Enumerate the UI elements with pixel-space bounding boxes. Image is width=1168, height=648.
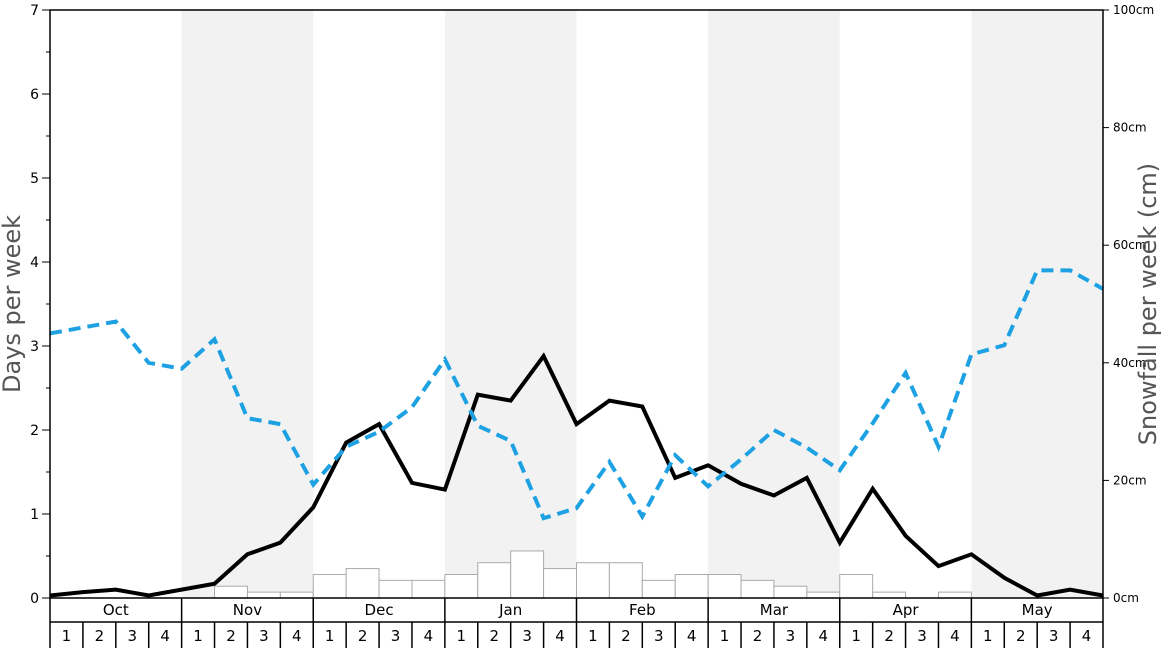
month-label: Feb bbox=[629, 601, 656, 619]
week-label: 3 bbox=[259, 627, 269, 645]
month-shade-nov bbox=[181, 10, 314, 598]
week-label: 1 bbox=[193, 627, 203, 645]
week-label: 1 bbox=[325, 627, 335, 645]
right-tick-label: 20cm bbox=[1113, 473, 1147, 487]
month-shading bbox=[181, 10, 1103, 598]
week-label: 3 bbox=[127, 627, 137, 645]
week-label: 3 bbox=[786, 627, 796, 645]
week-label: 1 bbox=[851, 627, 861, 645]
snowfall-bar bbox=[641, 579, 676, 599]
week-label: 2 bbox=[489, 627, 499, 645]
week-label: 4 bbox=[1082, 627, 1092, 645]
week-label: 2 bbox=[95, 627, 105, 645]
snowfall-bar bbox=[246, 591, 281, 599]
left-tick-label: 2 bbox=[30, 423, 39, 439]
month-label: Nov bbox=[233, 601, 262, 619]
right-tick-label: 100cm bbox=[1113, 3, 1154, 17]
week-label: 1 bbox=[983, 627, 993, 645]
week-label: 1 bbox=[457, 627, 467, 645]
snowfall-bar bbox=[674, 573, 709, 599]
left-tick-label: 7 bbox=[30, 3, 39, 19]
week-label: 2 bbox=[621, 627, 631, 645]
left-axis: 0 1 2 3 4 5 6 7 bbox=[30, 3, 50, 607]
month-label: Apr bbox=[893, 601, 920, 619]
snowfall-bar bbox=[312, 573, 347, 599]
snowfall-bar bbox=[773, 585, 808, 599]
snowfall-bar bbox=[214, 585, 248, 599]
snowfall-bar bbox=[510, 550, 545, 599]
day-lines bbox=[49, 268, 1104, 598]
right-tick-label: 80cm bbox=[1113, 121, 1147, 135]
right-axis-label: Snowfall per week (cm) bbox=[1134, 163, 1162, 445]
right-tick-label: 60cm bbox=[1113, 238, 1147, 252]
month-shade-may bbox=[971, 10, 1103, 598]
month-label: Dec bbox=[365, 601, 394, 619]
left-tick-label: 1 bbox=[30, 507, 39, 523]
snowfall-bars bbox=[214, 550, 972, 599]
week-label: 3 bbox=[1049, 627, 1059, 645]
week-label: 3 bbox=[522, 627, 532, 645]
snowfall-bar bbox=[707, 573, 742, 599]
month-label: Oct bbox=[103, 601, 129, 619]
left-axis-label: Days per week bbox=[0, 215, 26, 393]
solid-line bbox=[49, 352, 1104, 598]
week-label: 1 bbox=[62, 627, 72, 645]
snowfall-bar bbox=[806, 591, 841, 599]
snowfall-bar bbox=[543, 568, 577, 599]
right-axis: 0cm 20cm 40cm 60cm 80cm 100cm bbox=[1103, 3, 1154, 605]
snowfall-bar bbox=[279, 591, 314, 599]
left-tick-label: 5 bbox=[30, 171, 39, 187]
snowfall-bar bbox=[576, 562, 610, 599]
week-label: 2 bbox=[1016, 627, 1026, 645]
dashed-line bbox=[49, 268, 1104, 521]
week-label: 4 bbox=[424, 627, 434, 645]
snowfall-bar bbox=[477, 562, 512, 599]
snowfall-bar bbox=[411, 579, 446, 599]
week-label: 1 bbox=[588, 627, 598, 645]
snowfall-bar bbox=[345, 568, 380, 599]
left-tick-label: 3 bbox=[30, 339, 39, 355]
week-label: 4 bbox=[555, 627, 565, 645]
month-label: May bbox=[1022, 601, 1053, 619]
month-shade-jan bbox=[444, 10, 577, 598]
right-tick-label: 0cm bbox=[1113, 591, 1139, 605]
week-label: 1 bbox=[720, 627, 730, 645]
snowfall-bar bbox=[740, 579, 775, 599]
week-label: 4 bbox=[819, 627, 829, 645]
week-label: 2 bbox=[884, 627, 894, 645]
left-tick-label: 6 bbox=[30, 87, 39, 103]
week-label: 4 bbox=[292, 627, 302, 645]
left-tick-label: 4 bbox=[30, 255, 39, 271]
snowfall-bar bbox=[378, 579, 413, 599]
snowfall-bar bbox=[444, 573, 479, 599]
week-label: 3 bbox=[654, 627, 664, 645]
snowfall-bar bbox=[608, 562, 643, 599]
x-axis: Oct 1 2 3 4 Nov 1 2 3 4 Dec 1 2 3 4 Jan 1 2 3 4 Feb 1 2 3 4 Mar 1 2… bbox=[49, 598, 1104, 648]
snowfall-bar bbox=[872, 591, 907, 599]
week-label: 4 bbox=[950, 627, 960, 645]
week-label: 2 bbox=[226, 627, 236, 645]
right-tick-label: 40cm bbox=[1113, 356, 1147, 370]
month-label: Jan bbox=[498, 601, 522, 619]
month-shade-mar bbox=[708, 10, 840, 598]
week-label: 4 bbox=[160, 627, 170, 645]
month-label: Mar bbox=[760, 601, 789, 619]
week-label: 4 bbox=[687, 627, 697, 645]
week-label: 3 bbox=[917, 627, 927, 645]
week-label: 3 bbox=[391, 627, 401, 645]
left-tick-label: 0 bbox=[30, 591, 39, 607]
week-label: 2 bbox=[753, 627, 763, 645]
snowfall-bar bbox=[839, 573, 874, 599]
snowfall-bar bbox=[937, 591, 972, 599]
week-label: 2 bbox=[358, 627, 368, 645]
